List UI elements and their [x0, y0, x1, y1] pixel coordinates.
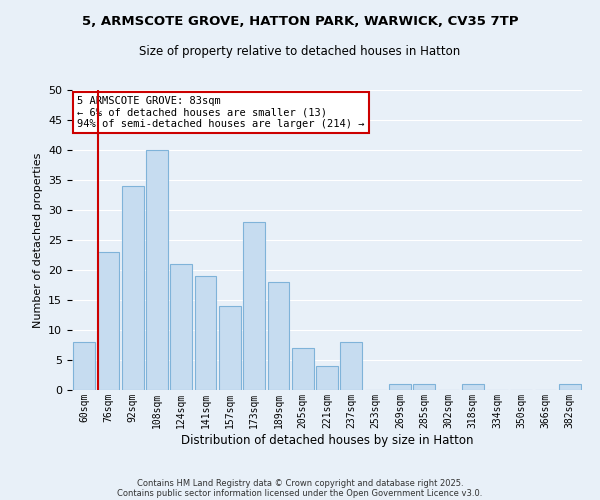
Y-axis label: Number of detached properties: Number of detached properties [32, 152, 43, 328]
Bar [97, 252, 119, 390]
Text: Size of property relative to detached houses in Hatton: Size of property relative to detached ho… [139, 45, 461, 58]
X-axis label: Distribution of detached houses by size in Hatton: Distribution of detached houses by size … [181, 434, 473, 446]
Bar [73, 342, 95, 390]
Bar [292, 348, 314, 390]
Bar [389, 384, 411, 390]
Bar [243, 222, 265, 390]
Text: Contains HM Land Registry data © Crown copyright and database right 2025.: Contains HM Land Registry data © Crown c… [137, 478, 463, 488]
Bar [219, 306, 241, 390]
Text: Contains public sector information licensed under the Open Government Licence v3: Contains public sector information licen… [118, 488, 482, 498]
Bar [170, 264, 192, 390]
Bar [559, 384, 581, 390]
Bar [122, 186, 143, 390]
Text: 5, ARMSCOTE GROVE, HATTON PARK, WARWICK, CV35 7TP: 5, ARMSCOTE GROVE, HATTON PARK, WARWICK,… [82, 15, 518, 28]
Bar [462, 384, 484, 390]
Bar [316, 366, 338, 390]
Bar [146, 150, 168, 390]
Bar [268, 282, 289, 390]
Text: 5 ARMSCOTE GROVE: 83sqm
← 6% of detached houses are smaller (13)
94% of semi-det: 5 ARMSCOTE GROVE: 83sqm ← 6% of detached… [77, 96, 365, 129]
Bar [194, 276, 217, 390]
Bar [340, 342, 362, 390]
Bar [413, 384, 435, 390]
